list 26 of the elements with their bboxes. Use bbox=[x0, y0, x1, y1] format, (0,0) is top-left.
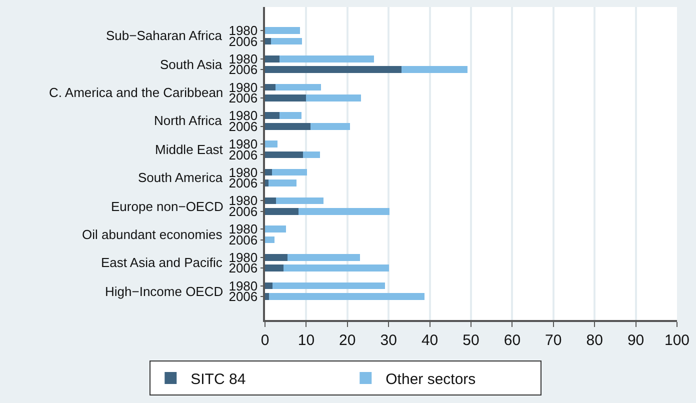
text: High−Income OECD bbox=[105, 284, 224, 299]
text: Sub−Saharan Africa bbox=[106, 28, 223, 43]
text: Oil abundant economies bbox=[82, 227, 223, 242]
legend-label: SITC 84 bbox=[190, 370, 246, 388]
x-tick-label: 100 bbox=[664, 332, 690, 349]
x-tick-label: 70 bbox=[545, 332, 562, 349]
text: Middle East bbox=[155, 142, 224, 157]
text: South Asia bbox=[160, 57, 223, 72]
y-tick-label: 1980 bbox=[228, 51, 258, 66]
x-tick-label: 50 bbox=[462, 332, 480, 349]
x-tick-label: 90 bbox=[627, 332, 644, 349]
text: C. America and the Caribbean bbox=[49, 85, 224, 100]
legend-label: Other sectors bbox=[386, 370, 476, 388]
text: South America bbox=[138, 170, 224, 185]
y-tick-label: 1980 bbox=[228, 136, 258, 152]
text: North Africa bbox=[154, 113, 223, 128]
x-tick-label: 30 bbox=[380, 332, 397, 349]
text: Europe non−OECD bbox=[111, 199, 224, 214]
x-tick-label: 20 bbox=[339, 332, 356, 349]
x-tick-label: 10 bbox=[298, 332, 315, 349]
y-tick-label: 1980 bbox=[228, 250, 258, 265]
x-tick-label: 0 bbox=[260, 332, 270, 349]
x-tick-label: 80 bbox=[586, 332, 603, 349]
x-tick-label: 60 bbox=[504, 332, 521, 349]
text: East Asia and Pacific bbox=[101, 255, 223, 270]
x-tick-label: 40 bbox=[421, 332, 438, 349]
